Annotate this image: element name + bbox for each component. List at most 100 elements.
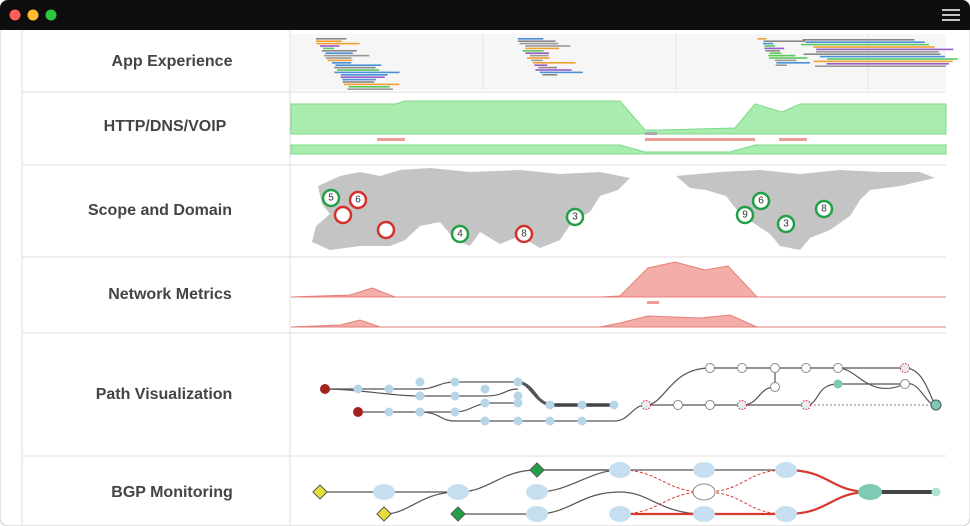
monitor[interactable]: [529, 462, 545, 478]
waterfall-bar: [321, 50, 357, 52]
hop[interactable]: [577, 400, 587, 410]
hop[interactable]: [513, 416, 523, 426]
close-button[interactable]: [9, 9, 21, 21]
as-node[interactable]: [775, 506, 797, 522]
as-node[interactable]: [692, 483, 716, 501]
hop[interactable]: [737, 363, 747, 373]
hop[interactable]: [577, 416, 587, 426]
waterfall-bar: [525, 45, 571, 47]
hop[interactable]: [770, 363, 780, 373]
hop[interactable]: [513, 391, 523, 401]
as-node[interactable]: [693, 462, 715, 478]
http-area: [290, 100, 947, 135]
minimize-button[interactable]: [27, 9, 39, 21]
waterfall-bar: [531, 59, 543, 62]
http-errors: [377, 132, 807, 141]
hop[interactable]: [450, 377, 460, 387]
monitor[interactable]: [376, 506, 392, 522]
as-node[interactable]: [609, 506, 631, 522]
latency-area: [290, 261, 946, 298]
hop[interactable]: [415, 391, 425, 401]
as-node[interactable]: [858, 484, 882, 500]
hop[interactable]: [705, 363, 715, 373]
waterfall: [315, 38, 958, 90]
hop[interactable]: [833, 379, 843, 389]
map-marker[interactable]: [514, 224, 534, 244]
waterfall-bar: [532, 62, 576, 64]
map-marker[interactable]: [565, 207, 585, 227]
waterfall-bar: [525, 52, 550, 54]
maximize-button[interactable]: [45, 9, 57, 21]
destination[interactable]: [930, 399, 942, 411]
hop[interactable]: [545, 400, 555, 410]
map-alert[interactable]: [376, 220, 396, 240]
map-marker[interactable]: [348, 190, 368, 210]
map-marker[interactable]: [735, 205, 755, 225]
hop[interactable]: [480, 398, 490, 408]
lossy-hop[interactable]: [900, 363, 910, 373]
hop[interactable]: [609, 400, 619, 410]
map-marker[interactable]: [321, 188, 341, 208]
hop[interactable]: [770, 382, 780, 392]
monitor[interactable]: [450, 506, 466, 522]
source-agent[interactable]: [320, 384, 330, 394]
map-marker-label: 8: [521, 229, 527, 240]
hop[interactable]: [450, 407, 460, 417]
row-label: App Experience: [112, 53, 233, 70]
source-agent[interactable]: [353, 407, 363, 417]
map-alert[interactable]: [333, 205, 353, 225]
hop[interactable]: [545, 416, 555, 426]
as-node[interactable]: [609, 462, 631, 478]
waterfall-bar: [826, 63, 950, 65]
menu-icon[interactable]: [942, 9, 960, 21]
waterfall-bar: [319, 45, 340, 47]
lossy-hop[interactable]: [641, 400, 651, 410]
lossy-hop[interactable]: [737, 400, 747, 410]
hop[interactable]: [415, 407, 425, 417]
hop[interactable]: [480, 416, 490, 426]
hop[interactable]: [801, 363, 811, 373]
waterfall-bar: [765, 50, 780, 52]
path-nodes: [320, 363, 942, 426]
as-node[interactable]: [447, 484, 469, 500]
as-node[interactable]: [526, 506, 548, 522]
map-marker-label: 6: [758, 196, 764, 207]
hop[interactable]: [705, 400, 715, 410]
lossy-hop[interactable]: [801, 400, 811, 410]
hop[interactable]: [513, 377, 523, 387]
monitor[interactable]: [312, 484, 328, 500]
as-node[interactable]: [526, 484, 548, 500]
map-marker[interactable]: [814, 199, 834, 219]
target-node[interactable]: [931, 487, 941, 497]
dns-area: [290, 144, 947, 155]
map-marker-label: 8: [821, 204, 827, 215]
hop[interactable]: [384, 384, 394, 394]
waterfall-bar: [342, 78, 376, 81]
waterfall-bar: [517, 38, 544, 40]
hop[interactable]: [353, 384, 363, 394]
waterfall-bar: [534, 64, 548, 66]
map-marker[interactable]: [751, 191, 771, 211]
hop[interactable]: [673, 400, 683, 410]
waterfall-bar: [764, 45, 775, 47]
map-marker[interactable]: [450, 224, 470, 244]
hop[interactable]: [833, 363, 843, 373]
row-label: Scope and Domain: [88, 202, 232, 219]
hop[interactable]: [384, 407, 394, 417]
waterfall-bar: [816, 48, 954, 51]
waterfall-bar: [819, 55, 945, 58]
hop[interactable]: [450, 391, 460, 401]
hop[interactable]: [415, 377, 425, 387]
map-marker-label: 6: [355, 195, 361, 206]
hop[interactable]: [900, 379, 910, 389]
waterfall-bar: [325, 52, 353, 54]
hop[interactable]: [480, 384, 490, 394]
map-marker[interactable]: [776, 214, 796, 234]
waterfall-bar: [805, 41, 925, 43]
as-node[interactable]: [775, 462, 797, 478]
hop[interactable]: [513, 398, 523, 408]
as-node[interactable]: [373, 484, 395, 500]
bgp-nodes: [373, 462, 941, 522]
waterfall-bar: [827, 58, 958, 60]
as-node[interactable]: [693, 506, 715, 522]
